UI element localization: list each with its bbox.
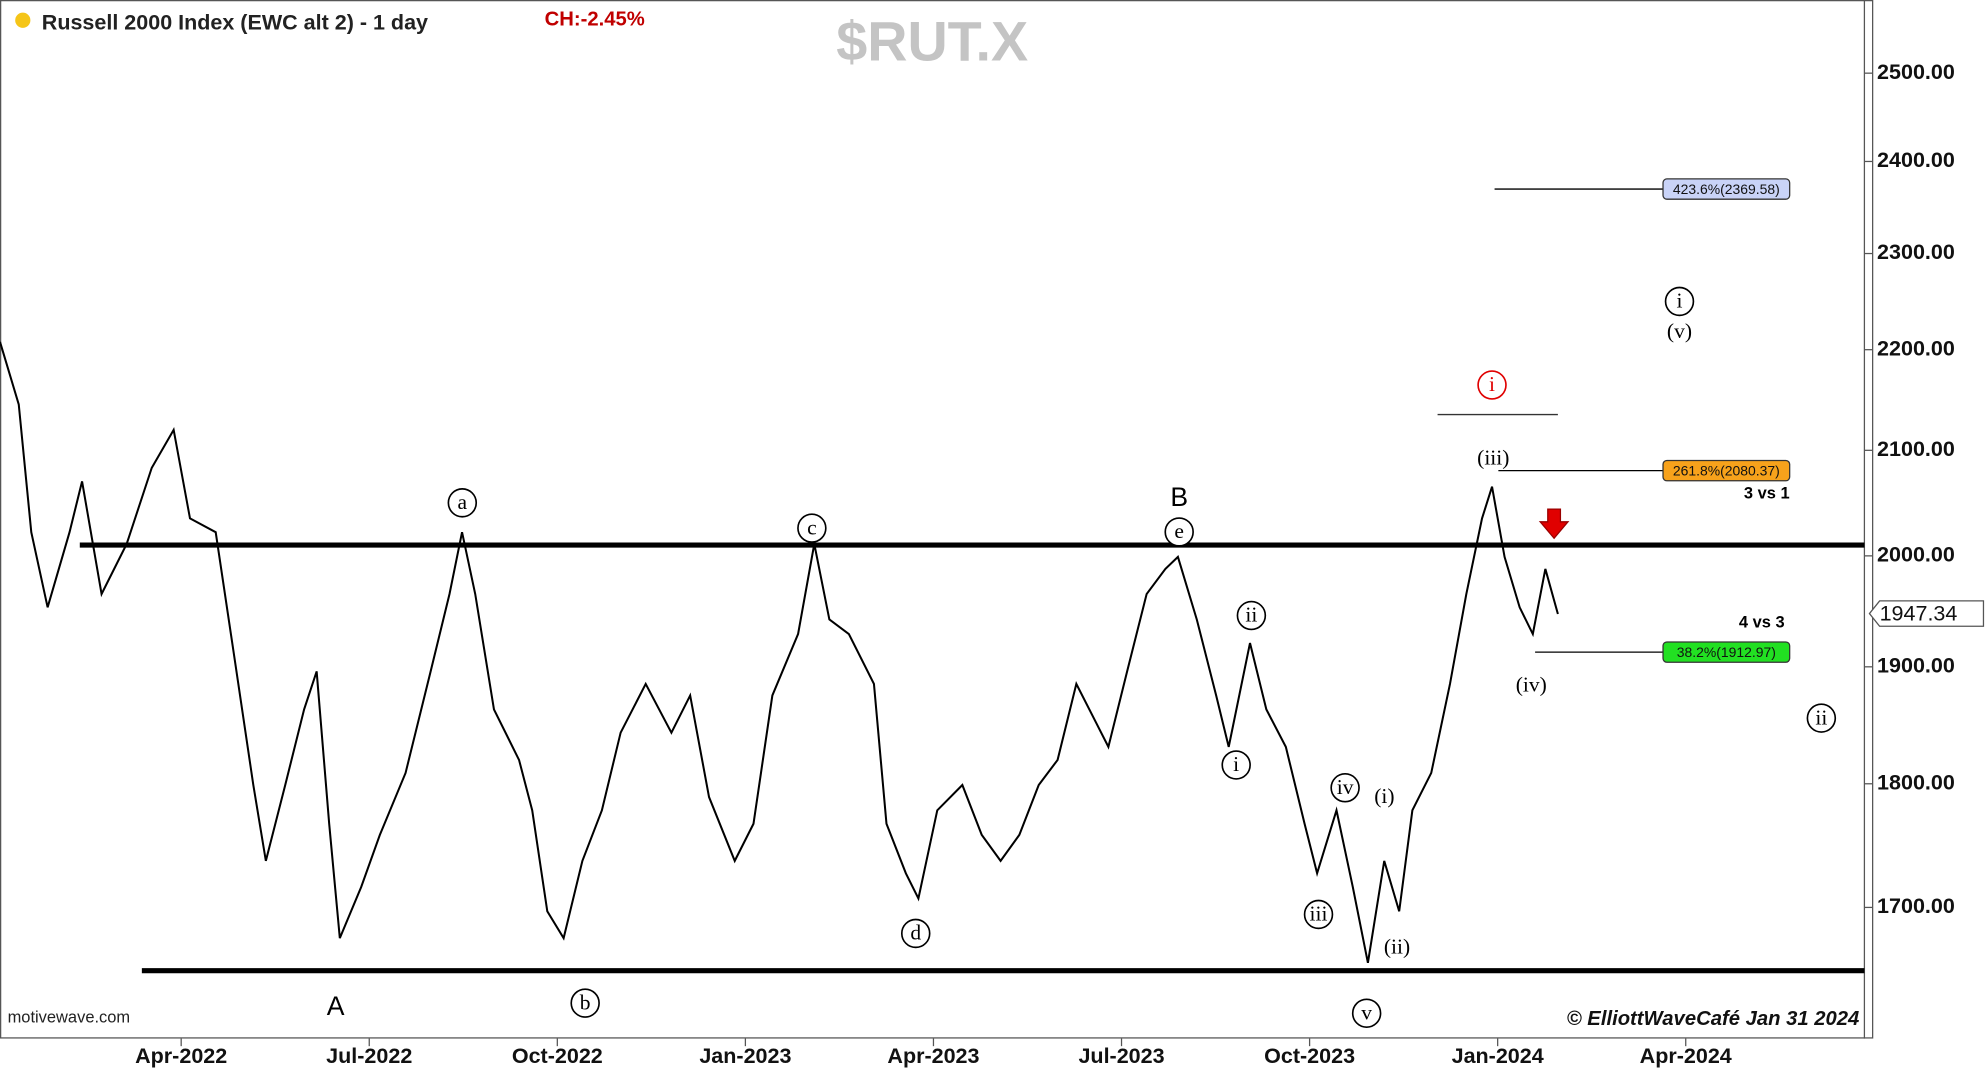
wave-circle xyxy=(1236,600,1267,631)
wave-circle xyxy=(1351,998,1382,1028)
watermark: motivewave.com xyxy=(8,1009,131,1027)
wave-label: d xyxy=(910,921,921,945)
x-tick-label: Apr-2022 xyxy=(135,1044,227,1068)
wave-label: (i) xyxy=(1374,784,1394,808)
note: 3 vs 1 xyxy=(1744,484,1790,502)
wave-circle xyxy=(1477,370,1507,400)
y-tick-label: 2000.00 xyxy=(1877,543,1955,567)
wave-label: (v) xyxy=(1667,319,1692,343)
wave-circle xyxy=(1303,899,1334,930)
wave-label: a xyxy=(458,490,468,514)
x-tick-label: Oct-2022 xyxy=(512,1044,603,1068)
wave-circle xyxy=(447,488,478,518)
y-tick-label: 2400.00 xyxy=(1877,148,1955,172)
wave-circle xyxy=(1664,286,1695,317)
wave-circle xyxy=(797,513,827,543)
y-tick-label: 1900.00 xyxy=(1877,654,1955,678)
wave-circle xyxy=(1330,773,1360,803)
fib-box xyxy=(1662,459,1791,482)
plot-frame xyxy=(0,0,1874,1039)
wave-label: ii xyxy=(1245,603,1257,627)
wave-label: i xyxy=(1489,372,1495,396)
price-line xyxy=(0,341,1559,964)
signal-arrow xyxy=(1538,508,1570,540)
x-tick-label: Apr-2023 xyxy=(887,1044,979,1068)
copyright: © ElliottWaveCafé Jan 31 2024 xyxy=(1567,1008,1860,1030)
wave-label: i xyxy=(1676,289,1682,313)
status-dot xyxy=(15,12,31,28)
wave-label: ii xyxy=(1815,705,1827,729)
x-tick-label: Jul-2022 xyxy=(326,1044,412,1068)
wave-label: b xyxy=(580,990,591,1014)
note: 4 vs 3 xyxy=(1739,613,1785,631)
wave-label: e xyxy=(1174,519,1184,543)
x-tick-label: Jan-2023 xyxy=(699,1044,791,1068)
y-tick-label: 2500.00 xyxy=(1877,60,1955,84)
wave-circle xyxy=(570,988,600,1018)
wave-label: c xyxy=(807,515,817,539)
fib-label: 38.2%(1912.97) xyxy=(1677,644,1776,660)
wave-label: (iii) xyxy=(1477,446,1509,470)
wave-label: v xyxy=(1361,1000,1372,1024)
price-tag xyxy=(1868,600,1985,627)
y-tick-label: 1800.00 xyxy=(1877,770,1955,794)
wave-label: A xyxy=(327,991,345,1021)
wave-label: i xyxy=(1233,752,1239,776)
wave-label: (iv) xyxy=(1516,672,1547,696)
y-tick-label: 2200.00 xyxy=(1877,336,1955,360)
change-label: CH:-2.45% xyxy=(545,9,645,31)
wave-label: (ii) xyxy=(1384,935,1410,959)
fib-label: 423.6%(2369.58) xyxy=(1673,181,1780,197)
wave-label: iii xyxy=(1310,902,1328,926)
x-tick-label: Apr-2024 xyxy=(1640,1044,1732,1068)
wave-circle xyxy=(1164,517,1194,547)
chart-title: Russell 2000 Index (EWC alt 2) - 1 day xyxy=(42,11,428,35)
fib-label: 261.8%(2080.37) xyxy=(1673,463,1780,479)
price-tag-label: 1947.34 xyxy=(1880,602,1958,626)
y-tick-label: 1700.00 xyxy=(1877,894,1955,918)
x-tick-label: Jul-2023 xyxy=(1078,1044,1164,1068)
y-tick-label: 2100.00 xyxy=(1877,437,1955,461)
y-tick-label: 2300.00 xyxy=(1877,240,1955,264)
wave-label: B xyxy=(1170,482,1188,512)
x-tick-label: Oct-2023 xyxy=(1264,1044,1355,1068)
wave-label: iv xyxy=(1337,775,1354,799)
symbol-watermark: $RUT.X xyxy=(836,10,1028,72)
wave-circle xyxy=(1806,703,1837,733)
wave-circle xyxy=(1221,750,1251,780)
fib-box xyxy=(1662,178,1791,200)
wave-circle xyxy=(900,918,931,949)
x-tick-label: Jan-2024 xyxy=(1452,1044,1544,1068)
fib-box xyxy=(1662,641,1791,663)
